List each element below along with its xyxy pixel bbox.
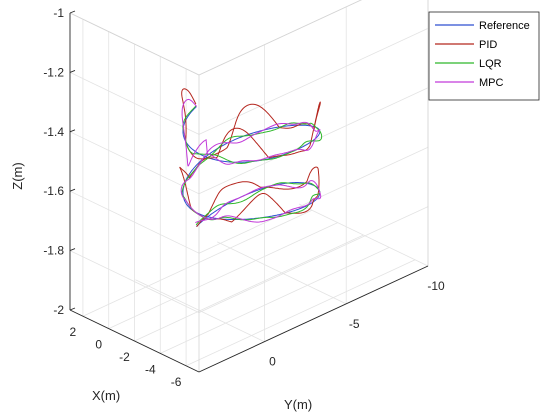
floor-grid-line: [134, 234, 364, 342]
back-wall-grid-line: [198, 0, 362, 76]
z-tick-label: -1.2: [43, 65, 64, 79]
z-tick-label: -1.6: [43, 184, 64, 198]
legend-label: PID: [479, 39, 497, 51]
z-tick-mark: [69, 129, 76, 133]
y-tick-label: -10: [427, 279, 445, 293]
legend: Reference PID LQR MPC: [428, 11, 540, 101]
z-tick-mark: [69, 10, 76, 14]
z-tick-mark: [69, 69, 76, 73]
box-edge: [69, 12, 200, 76]
floor-grid-line: [108, 222, 338, 329]
z-tick-label: -1.8: [43, 244, 64, 258]
x-tick-label: 0: [95, 338, 102, 352]
x-axis-line: [69, 309, 200, 373]
series-line-pid: [179, 88, 321, 227]
z-tick-label: -2: [53, 303, 64, 317]
z-tick-mark: [69, 248, 76, 252]
left-wall-grid-line: [69, 131, 200, 195]
floor-grid-line: [160, 247, 390, 354]
floor-grid-line: [135, 279, 265, 343]
floor-grid-line: [217, 241, 347, 305]
axes-frame: [69, 10, 429, 373]
x-tick-label: -2: [119, 350, 130, 364]
z-tick-label: -1: [53, 6, 64, 20]
back-wall-grid-line: [198, 206, 429, 313]
z-tick-label: -1.4: [43, 125, 64, 139]
series-line-mpc: [180, 98, 322, 224]
back-wall-grid-line: [198, 28, 429, 135]
y-axis-label: Y(m): [284, 397, 312, 412]
floor-grid-line: [298, 203, 429, 267]
legend-label: Reference: [479, 20, 530, 32]
left-wall-grid-line: [69, 190, 200, 254]
left-wall-grid-line: [69, 250, 200, 313]
x-axis-label: X(m): [92, 388, 120, 403]
x-tick-label: -6: [171, 375, 182, 389]
legend-label: MPC: [479, 77, 504, 89]
grid-lines: [69, 0, 429, 373]
left-wall-grid-line: [69, 72, 200, 135]
x-tick-label: 2: [70, 325, 77, 339]
z-axis-label: Z(m): [10, 162, 25, 189]
series-line-lqr: [181, 105, 323, 226]
box-edge: [198, 0, 362, 76]
floor-grid-line: [82, 209, 313, 317]
floor-grid-line: [185, 259, 416, 367]
y-axis-line: [198, 265, 429, 373]
tick-labels: -1 -1.2 -1.4 -1.6 -1.8 -2 2 0 -2 -4 -6 0 -5 -10: [43, 6, 445, 389]
z-tick-mark: [69, 188, 76, 192]
series-traces: [179, 88, 323, 227]
y-tick-label: -5: [349, 317, 360, 331]
z-tick-mark: [69, 307, 76, 311]
y-tick-label: 0: [269, 355, 276, 369]
legend-label: LQR: [479, 58, 502, 70]
legend-box: [428, 11, 540, 101]
x-tick-label: -4: [145, 362, 156, 376]
